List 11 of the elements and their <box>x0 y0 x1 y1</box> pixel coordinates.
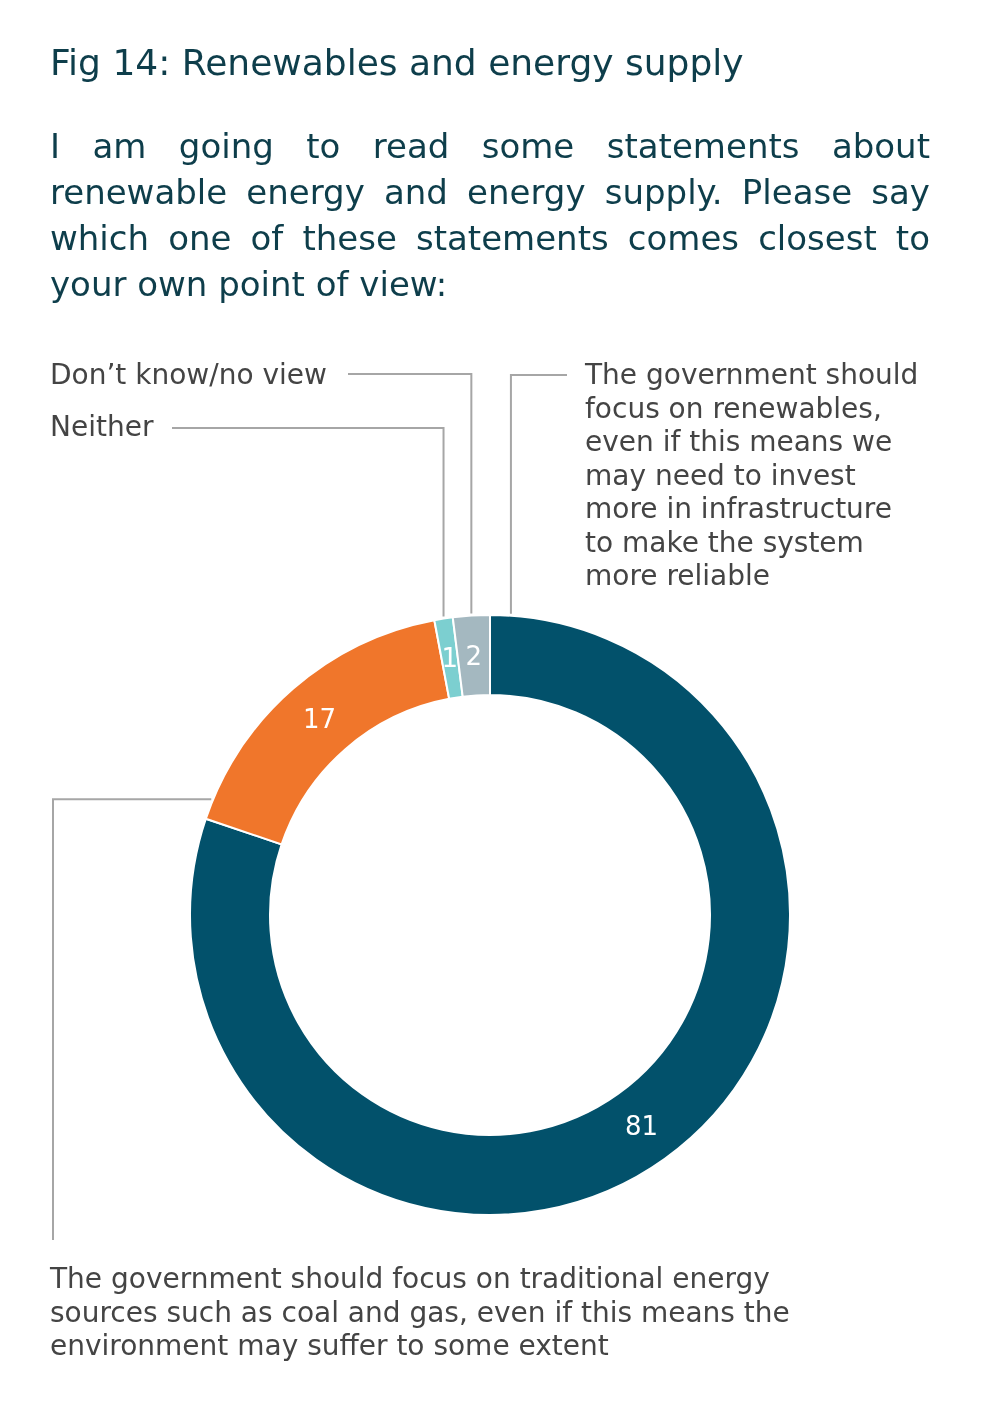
data-label: 2 <box>465 640 483 671</box>
slice-label: The government should focus on traditional energy sources such as coal and gas, even if this means the environment may suffer to some extent <box>50 1262 790 1362</box>
data-label: 1 <box>441 643 458 674</box>
chart-title: Fig 14: Renewables and energy supply <box>50 42 744 83</box>
slice-label: Neither <box>50 410 154 443</box>
slice-label: Don’t know/no view <box>50 358 327 391</box>
chart-subtitle: I am going to read some statements about renewable energy and energy supply. Please say which one of these statements comes closest to your own point of view: <box>50 126 930 304</box>
data-label: 81 <box>624 1111 659 1142</box>
data-label: 17 <box>302 703 337 734</box>
slice-label: The government should focus on renewables, even if this means we may need to invest more in infrastructure to make the system more reliable <box>585 358 919 592</box>
donut-slice <box>189 614 791 1216</box>
